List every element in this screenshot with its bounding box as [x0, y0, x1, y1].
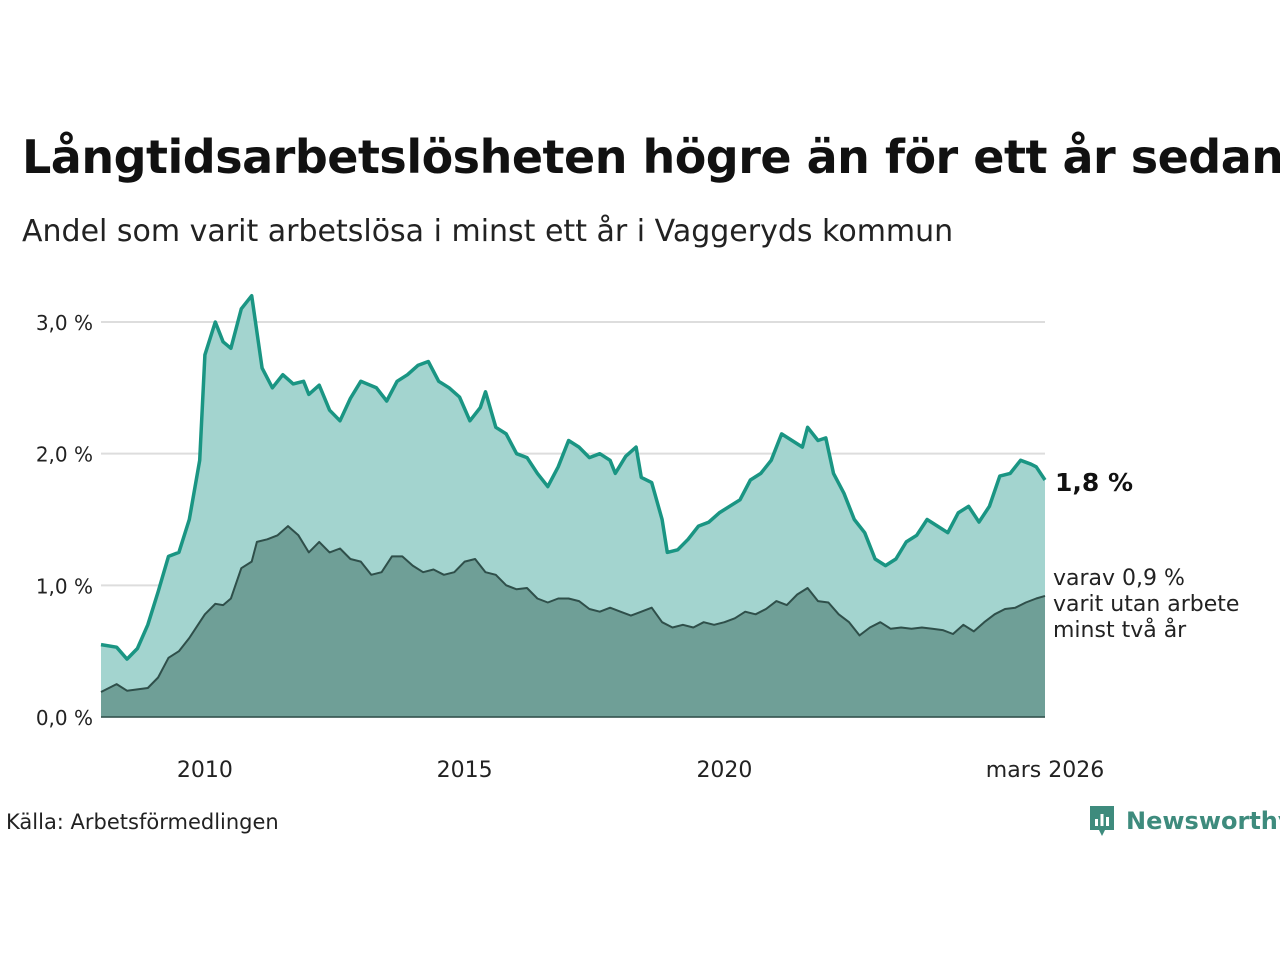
y-tick-label: 3,0 % — [36, 311, 93, 335]
y-tick-label: 1,0 % — [36, 574, 93, 598]
x-axis-ticks: 2010 2015 2020 mars 2026 — [177, 758, 1104, 783]
x-tick-label: mars 2026 — [986, 758, 1104, 783]
end-label-sub-2: varit utan arbete — [1053, 592, 1239, 617]
brand-name: Newsworthy — [1126, 807, 1280, 835]
long-term-unemployment-line — [100, 293, 1047, 661]
chart-title: Långtidsarbetslösheten högre än för ett … — [22, 130, 1280, 184]
y-axis-ticks: 0,0 % 1,0 % 2,0 % 3,0 % — [36, 311, 93, 730]
source-note: Källa: Arbetsförmedlingen — [6, 810, 279, 834]
x-tick-label: 2010 — [177, 758, 233, 783]
x-tick-label: 2015 — [437, 758, 493, 783]
end-label-sub-1: varav 0,9 % — [1053, 566, 1185, 591]
brand-logo[interactable]: Newsworthy — [1088, 804, 1280, 838]
two-year-unemployment-area — [101, 526, 1045, 717]
end-label-main: 1,8 % — [1055, 468, 1133, 497]
end-label-sub-3: minst två år — [1053, 617, 1187, 643]
two-year-unemployment-line — [100, 525, 1046, 693]
y-tick-label: 0,0 % — [36, 706, 93, 730]
x-tick-label: 2020 — [696, 758, 752, 783]
chart-areas — [100, 293, 1047, 718]
chart-subtitle: Andel som varit arbetslösa i minst ett å… — [22, 214, 954, 249]
newsworthy-logo-icon — [1090, 806, 1114, 836]
y-tick-label: 2,0 % — [36, 443, 93, 467]
